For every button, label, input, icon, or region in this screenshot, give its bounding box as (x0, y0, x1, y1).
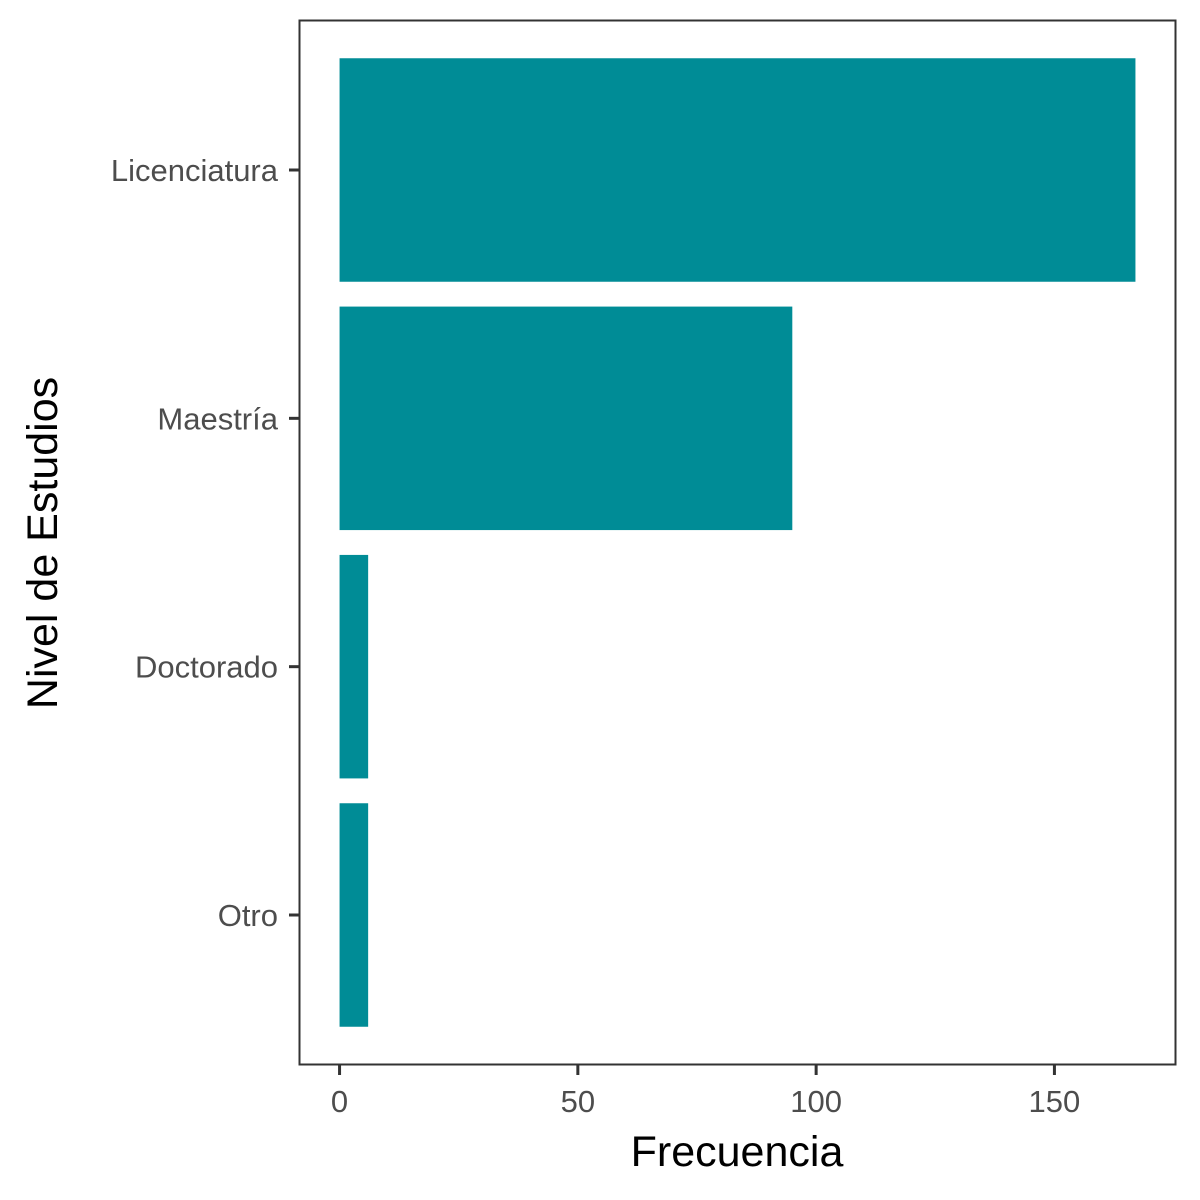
bar-doctorado (339, 554, 369, 779)
bars-group (339, 58, 1136, 1027)
y-tick-label: Doctorado (135, 650, 278, 685)
y-tick-label: Otro (218, 898, 278, 933)
x-tick-label: 150 (1029, 1084, 1081, 1119)
x-tick-label: 0 (331, 1084, 348, 1119)
y-tick-label: Maestría (157, 401, 278, 436)
y-axis: Licenciatura Maestría Doctorado Otro (111, 153, 300, 933)
x-axis-title: Frecuencia (631, 1128, 844, 1176)
bar-otro (339, 803, 369, 1027)
x-tick-label: 100 (790, 1084, 842, 1119)
x-tick-label: 50 (561, 1084, 595, 1119)
plot-panel-border (298, 19, 1177, 1066)
y-axis-title: Nivel de Estudios (19, 377, 67, 709)
bar-maestria (339, 306, 793, 531)
x-axis: 0 50 100 150 (331, 1064, 1080, 1119)
y-tick-label: Licenciatura (111, 153, 279, 188)
bar-licenciatura (339, 58, 1136, 282)
